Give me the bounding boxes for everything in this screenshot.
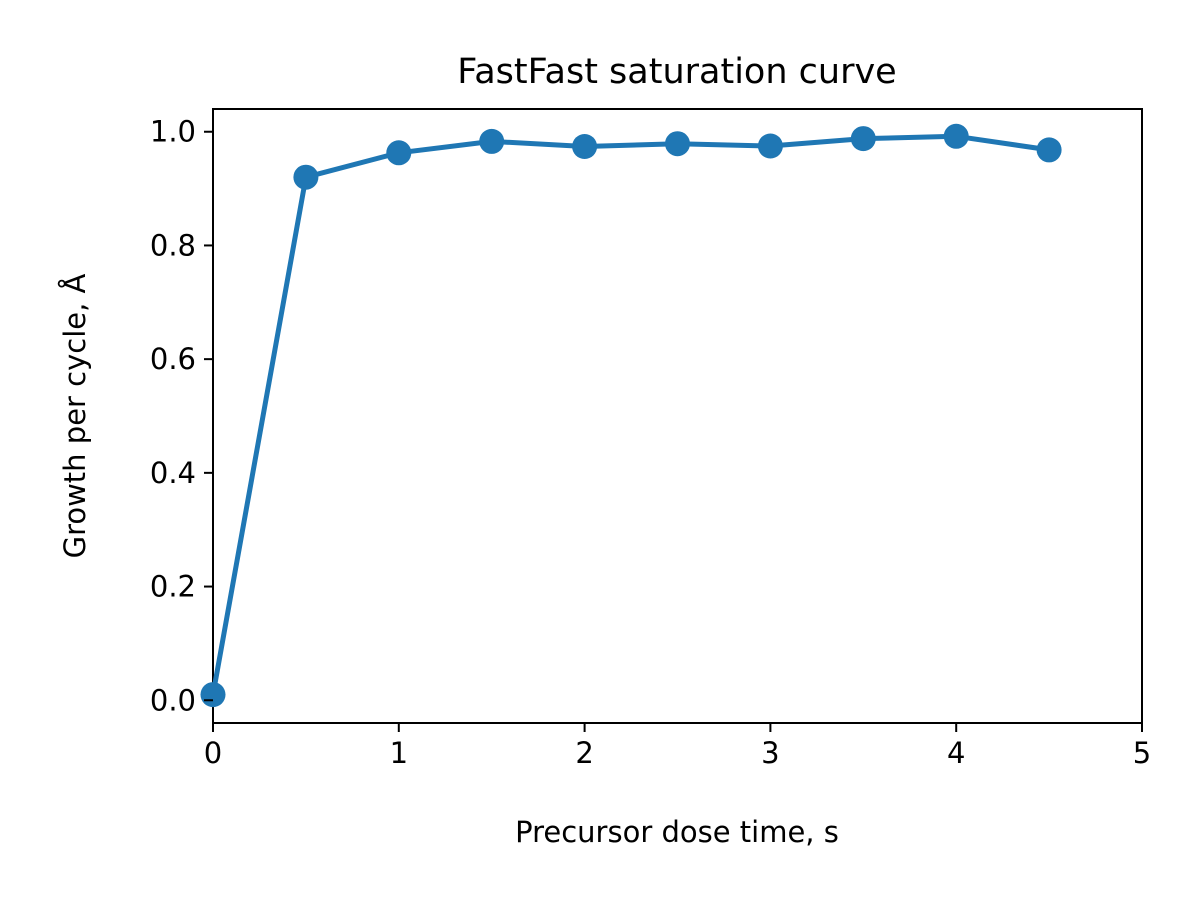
x-tick-label: 4	[947, 736, 965, 770]
y-tick-label: 1.0	[150, 115, 196, 149]
data-point	[850, 126, 876, 152]
data-point	[757, 133, 783, 159]
data-point	[200, 682, 226, 708]
x-tick-label: 2	[575, 736, 593, 770]
chart-title: FastFast saturation curve	[457, 52, 896, 92]
x-tick-label: 0	[204, 736, 222, 770]
plot-frame	[212, 108, 1143, 724]
y-tick-label: 0.4	[150, 456, 196, 490]
y-tick-label: 0.0	[150, 683, 196, 717]
data-point	[386, 140, 412, 166]
x-tick-label: 1	[390, 736, 408, 770]
series-line	[210, 133, 1052, 698]
y-axis-label: Growth per cycle, Å	[58, 273, 92, 558]
data-point	[665, 131, 690, 157]
data-point	[943, 123, 969, 149]
data-point	[293, 164, 319, 190]
x-axis-label: Precursor dose time, s	[515, 815, 839, 849]
x-tick-label: 3	[761, 736, 779, 770]
plot-area	[212, 108, 1143, 724]
y-axis: 0.0 0.2 0.4 0.6 0.8 1.0	[150, 115, 213, 717]
y-tick-label: 0.8	[150, 228, 196, 262]
data-point	[479, 128, 505, 154]
y-tick-label: 0.2	[150, 570, 196, 604]
series-layer	[200, 123, 1062, 708]
x-tick-label: 5	[1133, 736, 1151, 770]
x-axis: 0 1 2 3 4 5	[204, 723, 1151, 770]
data-point	[1036, 137, 1062, 163]
data-point	[572, 134, 598, 159]
y-tick-label: 0.6	[150, 342, 196, 376]
